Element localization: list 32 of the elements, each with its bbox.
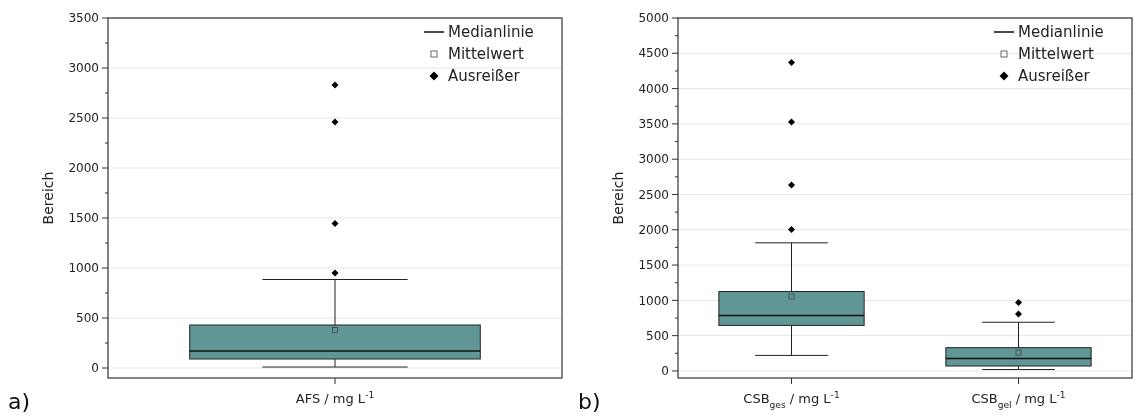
- y-tick-label: 3500: [68, 11, 99, 26]
- annotation: Ausreißer: [1018, 67, 1091, 86]
- annotation: Medianlinie: [1018, 23, 1104, 42]
- annotation: Mittelwert: [448, 45, 524, 64]
- y-tick-label: 3500: [638, 117, 669, 132]
- y-axis-title: Bereich: [40, 171, 56, 225]
- y-tick-label: 5000: [638, 11, 669, 26]
- y-tick-label: 4500: [638, 46, 669, 61]
- y-tick-label: 2500: [638, 187, 669, 202]
- x-tick-label: AFS / mg L$^{-1}$: [295, 390, 375, 406]
- y-tick-label: 4000: [638, 81, 669, 96]
- annotation: Mittelwert: [1018, 45, 1094, 64]
- y-tick-label: 2500: [68, 111, 99, 126]
- y-tick-label: 3000: [638, 152, 669, 167]
- y-tick-label: 3000: [68, 61, 99, 76]
- y-tick-label: 500: [76, 311, 99, 326]
- y-tick-label: 1500: [638, 258, 669, 273]
- y-tick-label: 1000: [638, 293, 669, 308]
- y-tick-label: 2000: [638, 222, 669, 237]
- annotation: Medianlinie: [448, 23, 534, 42]
- y-tick-label: 500: [646, 328, 669, 343]
- text: b): [578, 389, 601, 414]
- text: a): [8, 389, 31, 414]
- y-tick-label: 2000: [68, 161, 99, 176]
- y-axis-title: Bereich: [610, 171, 626, 225]
- y-tick-label: 1000: [68, 261, 99, 276]
- x-tick-label: CSB$_{ges}$ / mg L$^{-1}$: [743, 390, 840, 410]
- x-tick-label: CSB$_{gel}$ / mg L$^{-1}$: [971, 390, 1066, 410]
- y-tick-label: 0: [91, 361, 99, 376]
- annotation: Ausreißer: [448, 67, 521, 86]
- y-tick-label: 1500: [68, 211, 99, 226]
- y-tick-label: 0: [661, 364, 669, 379]
